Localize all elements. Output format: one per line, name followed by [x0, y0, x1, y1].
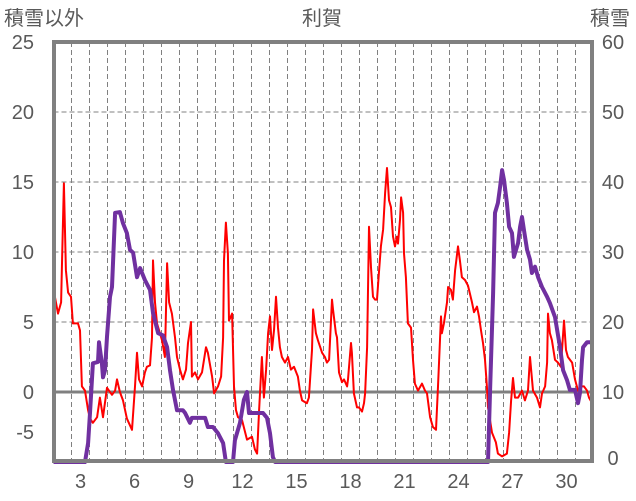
left-tick-label: 0	[23, 382, 34, 404]
left-axis-title: 積雪以外	[4, 6, 84, 30]
x-tick-label: 24	[447, 471, 469, 493]
left-tick-label: -5	[16, 422, 34, 444]
left-tick-label: 25	[12, 32, 34, 54]
right-tick-label: 0	[607, 448, 618, 470]
right-tick-label: 50	[602, 102, 624, 124]
left-tick-label: 10	[12, 242, 34, 264]
left-tick-label: 20	[12, 102, 34, 124]
snow-depth-line	[53, 168, 593, 464]
plot-frame	[52, 40, 594, 463]
right-axis-title: 積雪	[590, 6, 630, 30]
right-tick-label: 30	[602, 242, 624, 264]
right-tick-label: 40	[602, 172, 624, 194]
right-tick-label: 20	[602, 312, 624, 334]
x-tick-label: 9	[183, 471, 194, 493]
x-tick-label: 27	[501, 471, 523, 493]
x-tick-label: 30	[555, 471, 577, 493]
right-tick-label: 60	[602, 32, 624, 54]
left-tick-label: 15	[12, 172, 34, 194]
left-tick-label: 5	[23, 312, 34, 334]
chart-title: 利賀	[302, 6, 342, 30]
x-tick-label: 18	[339, 471, 361, 493]
tick-labels: -5 0 5 10 15 20 25 0 10 20 30 40 50 60 3 6 9 12 15 18 21 24 27…	[12, 32, 624, 493]
x-tick-label: 3	[75, 471, 86, 493]
x-tick-label: 21	[393, 471, 415, 493]
right-tick-label: 10	[602, 382, 624, 404]
x-tick-label: 6	[129, 471, 140, 493]
series-group	[53, 167, 593, 464]
x-tick-label: 15	[285, 471, 307, 493]
x-tick-label: 12	[231, 471, 253, 493]
